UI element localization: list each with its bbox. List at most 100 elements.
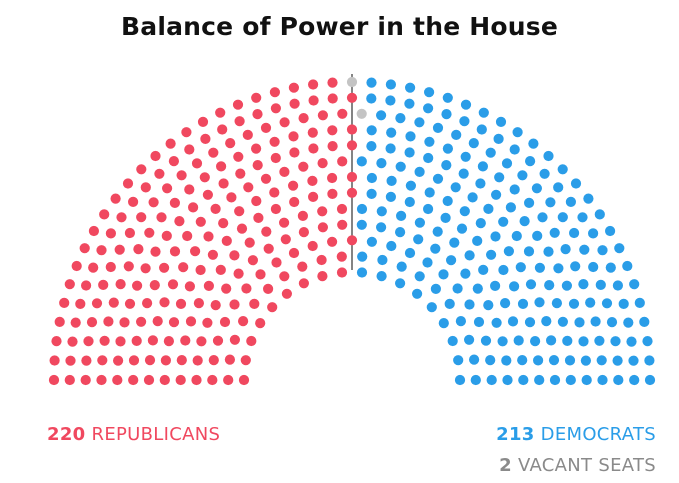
seat-republicans (317, 158, 328, 169)
seat-democrats (423, 203, 434, 215)
seat-republicans (123, 261, 134, 272)
seat-democrats (588, 261, 599, 273)
seat-republicans (168, 156, 179, 167)
seat-democrats (490, 280, 501, 291)
seat-republicans (202, 317, 213, 328)
seat-democrats (424, 136, 435, 147)
seat-republicans (152, 316, 163, 327)
seat-republicans (202, 189, 213, 200)
seat-democrats (557, 316, 569, 327)
seat-democrats (605, 262, 616, 273)
seat-democrats (533, 355, 544, 366)
seat-democrats (444, 298, 455, 309)
seat-democrats (578, 279, 589, 290)
seat-republicans (270, 203, 281, 215)
seat-democrats (423, 152, 434, 164)
seat-democrats (532, 230, 543, 241)
seat-democrats (424, 87, 435, 98)
seat-republicans (307, 127, 318, 138)
seat-republicans (174, 216, 185, 227)
seat-democrats (517, 170, 528, 181)
seat-republicans (346, 235, 358, 246)
seat-democrats (622, 260, 633, 272)
seat-republicans (289, 98, 300, 109)
seat-republicans (115, 279, 126, 290)
seat-republicans (191, 374, 202, 386)
seat-democrats (459, 206, 470, 217)
seat-democrats (518, 374, 529, 386)
seat-republicans (242, 129, 253, 140)
seat-democrats (486, 374, 497, 386)
seat-republicans (105, 228, 116, 239)
seat-republicans (308, 95, 319, 106)
seat-democrats (549, 374, 561, 386)
seat-democrats (500, 298, 511, 309)
seat-democrats (396, 261, 407, 272)
seat-republicans (240, 355, 251, 366)
seat-democrats (517, 298, 529, 309)
seat-republicans (317, 271, 328, 282)
seat-democrats (376, 158, 387, 169)
seat-democrats (612, 280, 624, 291)
seat-republicans (216, 161, 227, 172)
seat-democrats (452, 283, 463, 294)
seat-republicans (96, 374, 107, 386)
seat-democrats (530, 336, 541, 347)
seat-democrats (493, 133, 504, 144)
seat-democrats (562, 335, 573, 346)
seat-democrats (395, 113, 406, 124)
seat-democrats (476, 124, 487, 135)
seat-republicans (70, 317, 81, 328)
seat-republicans (337, 108, 348, 119)
seat-republicans (184, 144, 195, 155)
seat-republicans (279, 271, 290, 282)
seat-democrats (447, 335, 458, 347)
seat-democrats (623, 317, 634, 328)
seat-democrats (588, 228, 599, 239)
seat-republicans (210, 300, 221, 311)
seat-democrats (430, 283, 441, 294)
seat-republicans (269, 87, 280, 98)
seat-republicans (195, 216, 206, 227)
seat-republicans (229, 334, 240, 345)
seat-democrats (539, 168, 550, 179)
seat-democrats (524, 197, 535, 208)
seat-democrats (579, 244, 590, 255)
seat-democrats (642, 336, 653, 347)
seat-democrats (498, 216, 509, 227)
seat-democrats (413, 234, 424, 245)
seat-republicans (252, 160, 263, 171)
seat-democrats (386, 175, 397, 186)
seat-republicans (54, 316, 65, 327)
seat-democrats (442, 92, 453, 103)
seat-republicans (150, 150, 161, 162)
seat-republicans (119, 317, 130, 328)
seat-republicans (115, 336, 126, 347)
seat-republicans (184, 281, 195, 292)
seat-democrats (385, 143, 396, 154)
seat-republicans (124, 227, 135, 239)
seat-republicans (236, 223, 248, 234)
seat-democrats (548, 355, 560, 366)
seat-republicans (136, 316, 147, 327)
seat-democrats (485, 355, 496, 366)
seat-republicans (212, 335, 224, 346)
seat-republicans (243, 182, 254, 193)
seat-democrats (577, 212, 588, 223)
seat-republicans (75, 298, 86, 309)
seat-republicans (154, 168, 165, 179)
seat-republicans (207, 374, 218, 386)
seat-republicans (200, 133, 211, 144)
seat-republicans (142, 298, 153, 309)
seat-republicans (116, 212, 127, 223)
seat-republicans (150, 246, 161, 257)
seat-republicans (124, 298, 136, 309)
seat-democrats (501, 158, 513, 169)
seat-democrats (432, 122, 444, 133)
seat-republicans (317, 222, 328, 233)
seat-democrats (561, 280, 573, 291)
seat-democrats (501, 355, 512, 366)
seat-democrats (613, 374, 624, 386)
seat-democrats (509, 184, 520, 195)
seat-democrats (475, 178, 486, 189)
